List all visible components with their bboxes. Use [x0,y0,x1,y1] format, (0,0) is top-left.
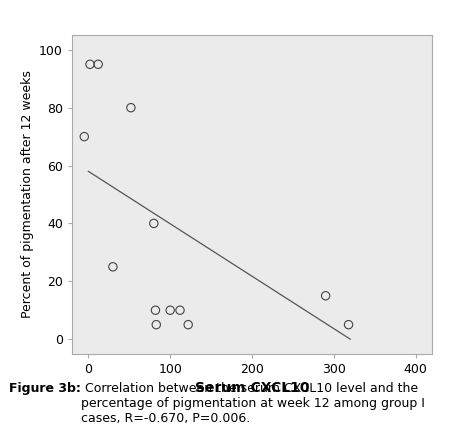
X-axis label: Serum CXCL10: Serum CXCL10 [195,381,309,395]
Point [166,307,174,314]
Point [94,61,102,68]
Point [322,292,329,299]
Point [153,321,160,328]
Text: Figure 3b:: Figure 3b: [9,382,81,395]
Point [81,133,88,140]
Point [86,61,94,68]
Point [127,104,135,111]
Y-axis label: Percent of pigmentation after 12 weeks: Percent of pigmentation after 12 weeks [21,71,34,318]
Point [152,307,159,314]
Point [184,321,192,328]
Point [109,263,117,271]
Point [150,220,158,227]
Text: Correlation between the serum CXCL10 level and the percentage of pigmentation at: Correlation between the serum CXCL10 lev… [81,382,425,425]
Point [176,307,184,314]
Point [345,321,352,328]
